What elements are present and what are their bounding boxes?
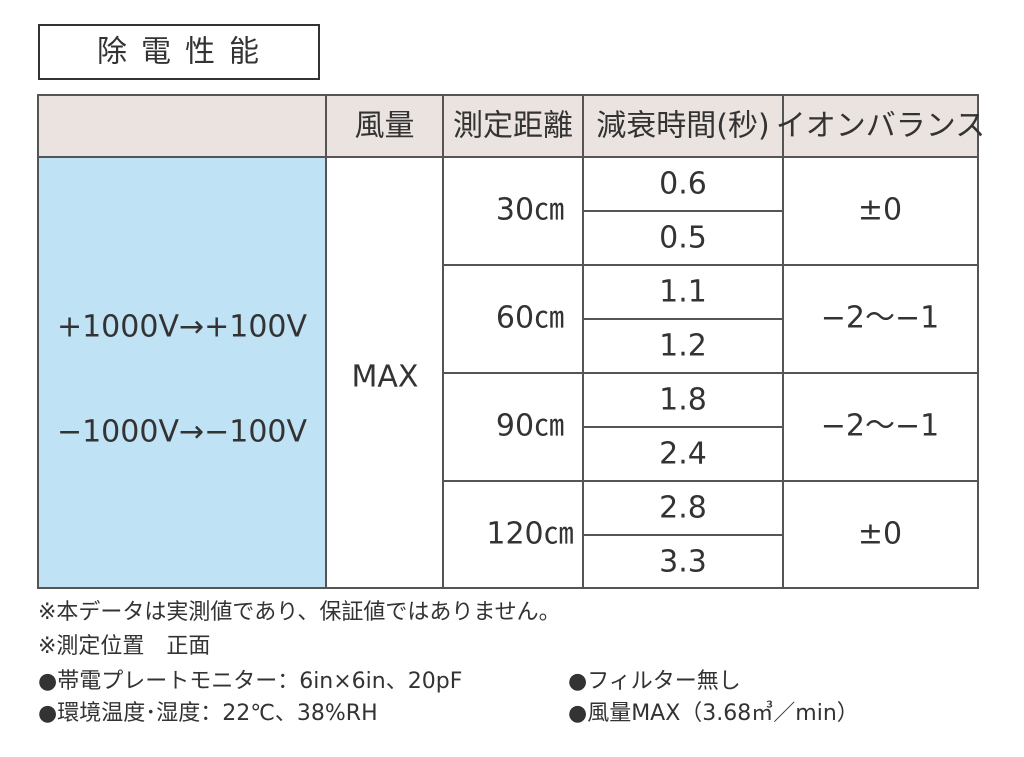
distance: 30㎝ [496, 193, 564, 228]
note: ※本データは実測値であり、保証値ではありません。 [38, 600, 561, 625]
decay-time: 0.5 [659, 221, 707, 256]
condition: ●環境温度･湿度：22℃、38%RH [38, 701, 378, 726]
airflow: MAX [352, 360, 419, 395]
decay-time: 2.4 [659, 437, 707, 472]
header-cell: 測定距離 [453, 109, 573, 144]
decay-time: 1.2 [659, 329, 707, 364]
decay-time: 0.6 [659, 167, 707, 202]
decay-time: 1.1 [659, 275, 707, 310]
title: 除電性能 [97, 35, 273, 70]
ion-balance: −2〜−1 [821, 409, 939, 444]
ion-balance: ±0 [858, 193, 902, 228]
condition: ●帯電プレートモニター：6in×6in、20pF [38, 669, 462, 694]
ion-balance: −2〜−1 [821, 301, 939, 336]
note: ※測定位置 正面 [38, 634, 210, 659]
header-cell: イオンバランス [776, 109, 985, 144]
ion-balance: ±0 [858, 517, 902, 552]
distance: 60㎝ [496, 301, 564, 336]
voltage: +1000V→+100V [57, 310, 308, 345]
distance: 90㎝ [496, 409, 564, 444]
condition: ●フィルター無し [568, 669, 741, 694]
condition: ●風量MAX（3.68㎥／min） [568, 700, 859, 726]
voltage: −1000V→−100V [57, 415, 308, 450]
header-row [38, 95, 978, 157]
decay-time: 2.8 [659, 491, 707, 526]
decay-time: 1.8 [659, 383, 707, 418]
distance: 120㎝ [486, 517, 573, 552]
title-box [38, 24, 320, 80]
voltage-cell [38, 157, 326, 588]
decay-time: 3.3 [659, 545, 707, 580]
table-border [37, 94, 979, 589]
header-cell: 減衰時間(秒) [596, 109, 769, 144]
header-cell: 風量 [355, 109, 415, 144]
